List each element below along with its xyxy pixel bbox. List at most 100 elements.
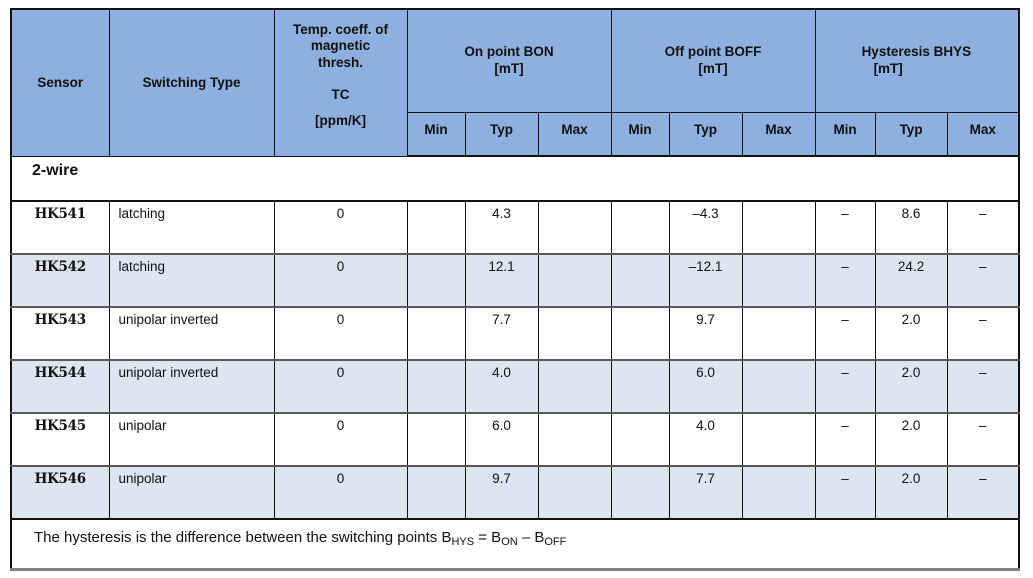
subheader-on-max: Max [537, 111, 612, 157]
off-typ-cell: –4.3 [668, 200, 743, 254]
hys-typ-cell: 24.2 [874, 253, 948, 307]
hys-typ-cell: 2.0 [874, 306, 948, 360]
tc-cell: 0 [273, 306, 408, 360]
sensor-spec-table: Sensor Switching Type Temp. coeff. of ma… [10, 8, 1021, 571]
tc-cell: 0 [273, 412, 408, 466]
footnote-sub-hys: HYS [451, 536, 475, 548]
subheader-hys-min: Min [814, 111, 876, 157]
sensor-cell: HK545 [10, 412, 110, 466]
hys-typ-cell: 2.0 [874, 359, 948, 413]
sensor-cell: HK541 [10, 200, 110, 254]
hys-min-cell: – [814, 359, 876, 413]
on-typ-cell: 12.1 [464, 253, 539, 307]
off-typ-cell: –12.1 [668, 253, 743, 307]
on-min-cell [406, 359, 466, 413]
table-body: 2-wire HK541 latching 0 4.3 –4.3 – 8.6 –… [10, 156, 1020, 569]
table-row: HK546 unipolar 0 9.7 7.7 – 2.0 – [10, 465, 1020, 519]
hys-max-cell: – [946, 465, 1020, 519]
off-group-label: Off point BOFF [664, 44, 762, 60]
col-header-sensor: Sensor [10, 8, 110, 157]
off-max-cell [741, 306, 816, 360]
on-group-label: On point BON [464, 44, 554, 60]
hys-min-cell: – [814, 253, 876, 307]
col-group-hysteresis: Hysteresis BHYS [mT] [814, 8, 1020, 113]
tc-cell: 0 [273, 200, 408, 254]
subheader-off-max: Max [741, 111, 816, 157]
table-row: HK543 unipolar inverted 0 7.7 9.7 – 2.0 … [10, 306, 1020, 360]
on-typ-cell: 6.0 [464, 412, 539, 466]
off-min-cell [610, 306, 670, 360]
hys-max-cell: – [946, 253, 1020, 307]
table-row: HK541 latching 0 4.3 –4.3 – 8.6 – [10, 200, 1020, 254]
col-group-off-point: Off point BOFF [mT] [610, 8, 816, 113]
subheader-off-typ: Typ [668, 111, 743, 157]
sensor-cell: HK544 [10, 359, 110, 413]
off-group-unit: [mT] [698, 60, 728, 76]
on-max-cell [537, 359, 612, 413]
tc-cell: 0 [273, 253, 408, 307]
table-row: HK545 unipolar 0 6.0 4.0 – 2.0 – [10, 412, 1020, 466]
off-min-cell [610, 200, 670, 254]
col-header-switching-type: Switching Type [108, 8, 275, 157]
footnote-part2: = B [474, 529, 502, 546]
on-typ-cell: 4.0 [464, 359, 539, 413]
hys-min-cell: – [814, 412, 876, 466]
off-min-cell [610, 465, 670, 519]
section-label: 2-wire [11, 156, 1020, 202]
on-max-cell [537, 465, 612, 519]
switching-type-cell: unipolar [108, 412, 275, 466]
hys-typ-cell: 2.0 [874, 465, 948, 519]
off-min-cell [610, 253, 670, 307]
hys-max-cell: – [946, 200, 1020, 254]
switching-type-cell: unipolar inverted [108, 359, 275, 413]
on-group-unit: [mT] [494, 60, 524, 76]
on-min-cell [406, 306, 466, 360]
off-max-cell [741, 253, 816, 307]
footnote-text: The hysteresis is the difference between… [11, 518, 1020, 569]
switching-type-cell: unipolar [108, 465, 275, 519]
on-typ-cell: 7.7 [464, 306, 539, 360]
footnote-sub-on: ON [501, 536, 518, 548]
subheader-off-min: Min [610, 111, 670, 157]
on-min-cell [406, 412, 466, 466]
off-max-cell [741, 412, 816, 466]
hys-min-cell: – [814, 200, 876, 254]
switching-type-cell: latching [108, 200, 275, 254]
hys-max-cell: – [946, 359, 1020, 413]
col-group-on-point: On point BON [mT] [406, 8, 612, 113]
off-max-cell [741, 200, 816, 254]
hys-typ-cell: 2.0 [874, 412, 948, 466]
table-row: HK544 unipolar inverted 0 4.0 6.0 – 2.0 … [10, 359, 1020, 413]
hys-min-cell: – [814, 306, 876, 360]
table-row: HK542 latching 0 12.1 –12.1 – 24.2 – [10, 253, 1020, 307]
sensor-cell: HK543 [10, 306, 110, 360]
table-header: Sensor Switching Type Temp. coeff. of ma… [10, 8, 1020, 157]
on-typ-cell: 4.3 [464, 200, 539, 254]
col-header-tc: Temp. coeff. of magnetic thresh. TC [ppm… [273, 8, 408, 157]
off-max-cell [741, 465, 816, 519]
tc-title: Temp. coeff. of magnetic thresh. [292, 22, 388, 70]
switching-type-cell: latching [108, 253, 275, 307]
on-typ-cell: 9.7 [464, 465, 539, 519]
sensor-cell: HK542 [10, 253, 110, 307]
footnote-row: The hysteresis is the difference between… [11, 518, 1020, 569]
subheader-hys-max: Max [946, 111, 1020, 157]
on-max-cell [537, 200, 612, 254]
off-typ-cell: 4.0 [668, 412, 743, 466]
subheader-on-typ: Typ [464, 111, 539, 157]
hys-min-cell: – [814, 465, 876, 519]
on-max-cell [537, 306, 612, 360]
on-max-cell [537, 412, 612, 466]
hysteresis-group-label: Hysteresis BHYS [861, 44, 972, 60]
footnote-part3: – B [517, 529, 545, 546]
tc-cell: 0 [273, 359, 408, 413]
hys-max-cell: – [946, 306, 1020, 360]
subheader-on-min: Min [406, 111, 466, 157]
hys-typ-cell: 8.6 [874, 200, 948, 254]
on-min-cell [406, 200, 466, 254]
off-typ-cell: 6.0 [668, 359, 743, 413]
on-min-cell [406, 465, 466, 519]
tc-cell: 0 [273, 465, 408, 519]
footnote-sub-off: OFF [544, 536, 567, 548]
